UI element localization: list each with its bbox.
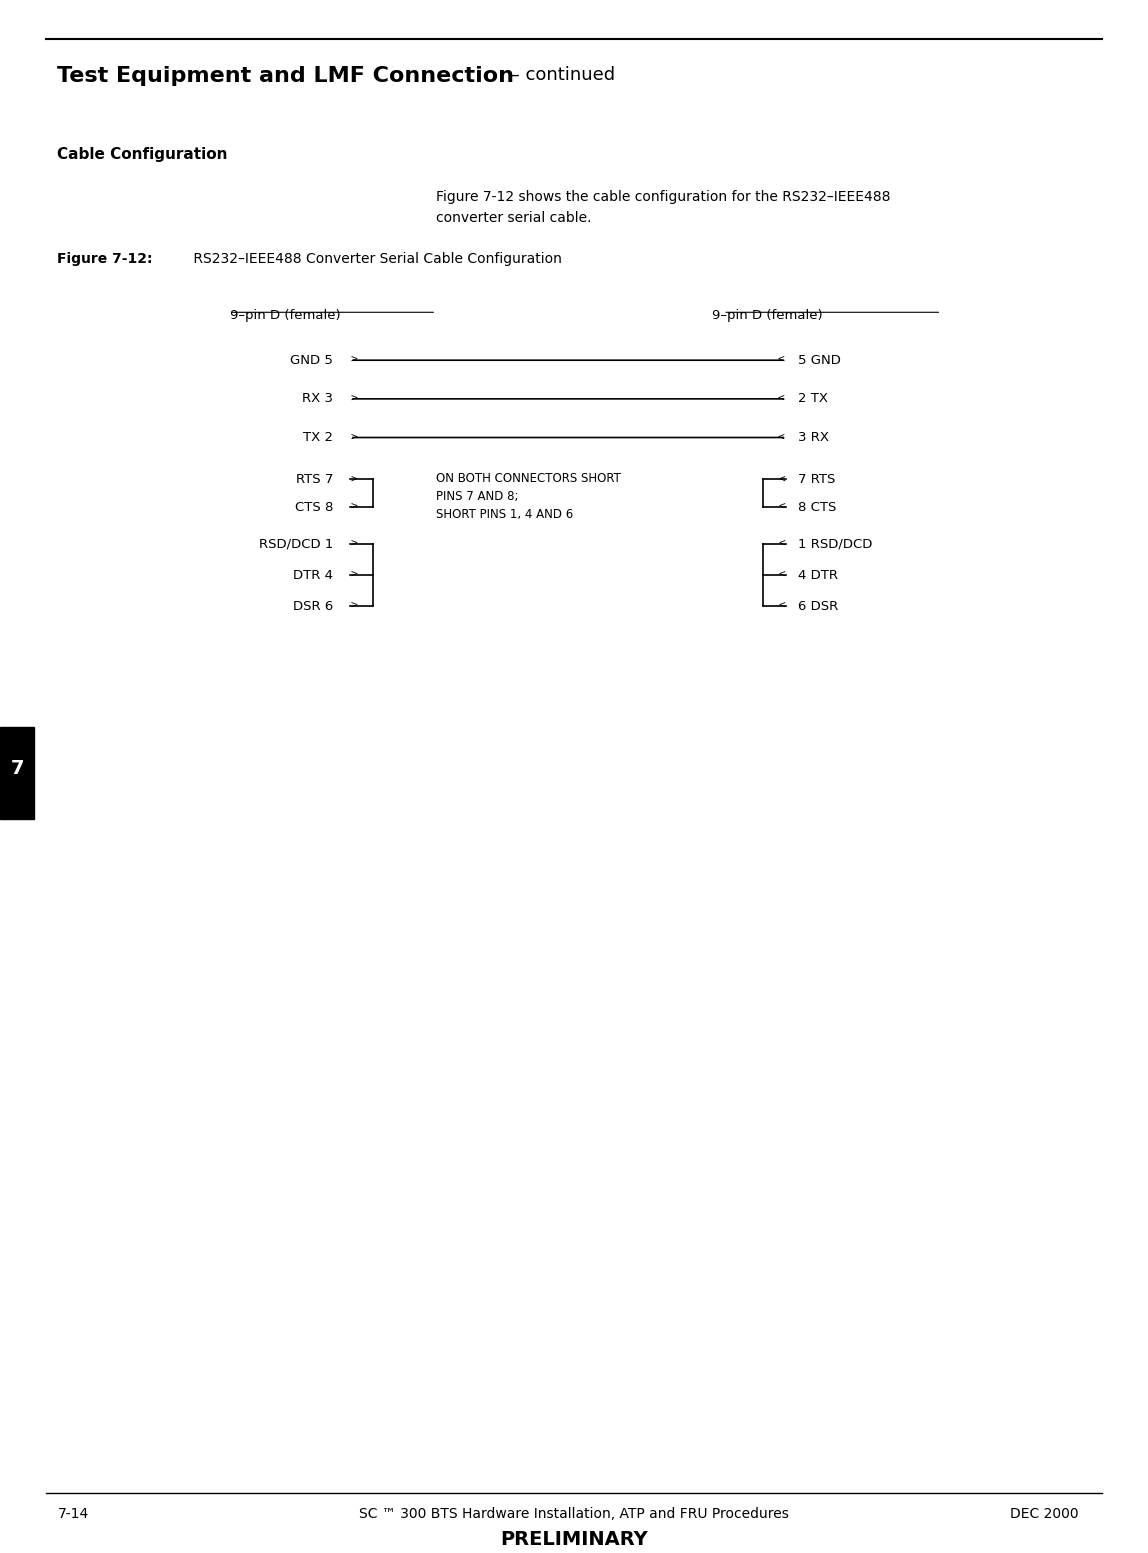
Text: TX 2: TX 2	[303, 432, 333, 444]
Text: GND 5: GND 5	[290, 354, 333, 367]
Text: <: <	[777, 432, 784, 443]
Text: Cable Configuration: Cable Configuration	[57, 148, 228, 162]
Text: 6 DSR: 6 DSR	[798, 599, 838, 612]
Text: 7 RTS: 7 RTS	[798, 472, 836, 486]
Text: – continued: – continued	[505, 67, 615, 84]
Text: DTR 4: DTR 4	[293, 568, 333, 581]
Text: 7-14: 7-14	[57, 1508, 88, 1522]
Text: RSD/DCD 1: RSD/DCD 1	[258, 537, 333, 551]
Text: <: <	[778, 502, 785, 512]
Text: 2 TX: 2 TX	[798, 393, 828, 405]
Text: Figure 7-12 shows the cable configuration for the RS232–IEEE488
converter serial: Figure 7-12 shows the cable configuratio…	[436, 189, 891, 225]
Text: 1 RSD/DCD: 1 RSD/DCD	[798, 537, 872, 551]
Text: 5 GND: 5 GND	[798, 354, 840, 367]
Text: RS232–IEEE488 Converter Serial Cable Configuration: RS232–IEEE488 Converter Serial Cable Con…	[189, 252, 563, 266]
Text: >: >	[350, 356, 357, 365]
Text: <: <	[778, 570, 785, 581]
Text: 9–pin D (female): 9–pin D (female)	[230, 309, 340, 321]
Text: Test Equipment and LMF Connection: Test Equipment and LMF Connection	[57, 67, 514, 87]
Text: <: <	[777, 356, 784, 365]
Text: >: >	[350, 601, 357, 610]
Text: DEC 2000: DEC 2000	[1010, 1508, 1079, 1522]
Text: RTS 7: RTS 7	[295, 472, 333, 486]
Bar	[0, 727, 34, 820]
Text: <: <	[778, 539, 785, 550]
Text: >: >	[350, 539, 357, 550]
Text: 3 RX: 3 RX	[798, 432, 829, 444]
Text: 7: 7	[10, 759, 24, 778]
Text: 9–pin D (female): 9–pin D (female)	[712, 309, 822, 321]
Text: ON BOTH CONNECTORS SHORT
PINS 7 AND 8;
SHORT PINS 1, 4 AND 6: ON BOTH CONNECTORS SHORT PINS 7 AND 8; S…	[436, 472, 621, 520]
Text: <: <	[778, 601, 785, 610]
Text: <: <	[777, 394, 784, 404]
Text: >: >	[350, 394, 357, 404]
Text: 4 DTR: 4 DTR	[798, 568, 838, 581]
Text: >: >	[350, 432, 357, 443]
Text: DSR 6: DSR 6	[293, 599, 333, 612]
Text: 8 CTS: 8 CTS	[798, 500, 836, 514]
Text: >: >	[350, 474, 357, 485]
Text: PRELIMINARY: PRELIMINARY	[501, 1531, 647, 1550]
Text: Figure 7-12:: Figure 7-12:	[57, 252, 153, 266]
Text: <: <	[778, 474, 785, 485]
Text: RX 3: RX 3	[302, 393, 333, 405]
Text: CTS 8: CTS 8	[295, 500, 333, 514]
Text: SC ™ 300 BTS Hardware Installation, ATP and FRU Procedures: SC ™ 300 BTS Hardware Installation, ATP …	[359, 1508, 789, 1522]
Text: >: >	[350, 502, 357, 512]
Text: >: >	[350, 570, 357, 581]
